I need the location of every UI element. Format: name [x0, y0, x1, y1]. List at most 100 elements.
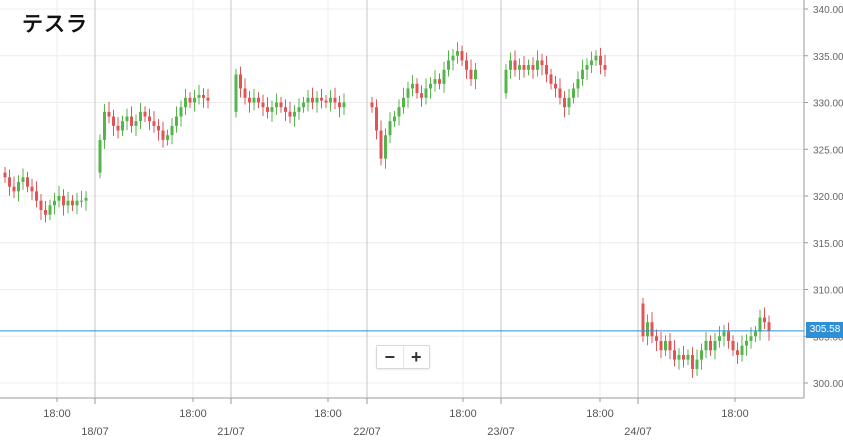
candle-body: [270, 107, 274, 112]
candle-body: [754, 331, 757, 337]
candle-body: [17, 181, 20, 192]
candle-body: [713, 340, 717, 351]
time-tick-label: 18:00: [586, 408, 614, 420]
candle-body: [736, 350, 739, 355]
candle-body: [460, 51, 464, 61]
candle-body: [540, 60, 544, 66]
candle-body: [549, 74, 553, 84]
candle-body: [673, 350, 676, 360]
candle-body: [686, 354, 690, 360]
candle-body: [112, 116, 115, 126]
time-tick-label: 18:00: [314, 408, 342, 420]
chart-title: テスラ: [22, 12, 88, 36]
candle-body: [202, 95, 205, 98]
zoom-out-button[interactable]: −: [384, 346, 395, 367]
candle-body: [402, 97, 405, 108]
candle-body: [35, 191, 38, 201]
candle-body: [424, 88, 428, 98]
candle-body: [44, 210, 47, 215]
candle-body: [375, 107, 378, 131]
candle-body: [84, 197, 88, 201]
candle-body: [103, 111, 106, 140]
candle-body: [152, 121, 156, 126]
candle-body: [655, 336, 658, 341]
candle-body: [456, 51, 459, 56]
time-tick-label: 18:00: [721, 408, 749, 420]
candle-body: [293, 111, 296, 117]
candle-body: [234, 74, 238, 112]
candle-body: [406, 88, 410, 98]
candle-body: [722, 331, 726, 337]
candle-body: [438, 79, 441, 84]
candle-body: [429, 83, 432, 89]
candle-body: [170, 125, 174, 136]
candle-body: [420, 93, 423, 98]
candle-body: [266, 107, 269, 112]
candle-body: [745, 340, 748, 346]
candle-body: [239, 74, 242, 89]
candle-body: [3, 172, 7, 178]
candle-body: [397, 107, 401, 117]
candle-body: [166, 135, 169, 140]
candle-body: [704, 340, 708, 351]
candle-body: [767, 322, 771, 331]
candle-body: [469, 69, 473, 80]
y-tick-label: 340.00: [813, 5, 843, 16]
candle-body: [143, 111, 147, 117]
candle-body: [504, 69, 508, 94]
date-tick-label: 18/07: [81, 426, 109, 438]
candle-body: [668, 340, 672, 351]
candle-body: [12, 186, 16, 192]
candle-body: [465, 60, 468, 70]
candle-body: [275, 102, 278, 108]
candle-body: [206, 97, 210, 101]
candle-body: [333, 97, 337, 103]
y-tick-label: 300.00: [813, 379, 843, 390]
candle-body: [531, 65, 535, 70]
candle-body: [700, 350, 703, 360]
candle-body: [148, 116, 151, 122]
candle-body: [329, 97, 332, 103]
candle-body: [62, 196, 65, 206]
candle-body: [107, 111, 111, 117]
candle-body: [48, 205, 52, 215]
candle-body: [646, 322, 649, 337]
date-tick-label: 22/07: [353, 426, 381, 438]
candle-body: [179, 107, 183, 117]
candle-body: [388, 121, 392, 136]
candle-body: [130, 116, 133, 126]
candle-body: [257, 97, 260, 103]
time-tick-label: 18:00: [43, 408, 71, 420]
candle-body: [8, 177, 11, 187]
y-tick-label: 325.00: [813, 145, 843, 156]
y-tick-label: 335.00: [813, 52, 843, 63]
candle-body: [451, 55, 455, 61]
candle-body: [324, 100, 328, 103]
candle-body: [691, 354, 694, 369]
candle-body: [558, 88, 562, 98]
candle-body: [442, 69, 446, 84]
candle-body: [30, 186, 34, 192]
candle-body: [21, 177, 25, 182]
candle-body: [695, 359, 699, 369]
candle-body: [26, 177, 29, 187]
candle-body: [572, 88, 575, 98]
y-tick-label: 315.00: [813, 239, 843, 250]
candle-body: [585, 65, 589, 70]
candle-body: [370, 102, 374, 108]
candle-body: [415, 83, 419, 94]
candle-body: [139, 111, 142, 122]
candle-body: [590, 60, 593, 66]
candle-body: [554, 83, 557, 89]
candle-body: [193, 97, 196, 103]
candle-body: [664, 340, 667, 351]
candle-body: [288, 111, 292, 117]
candle-body: [66, 200, 70, 206]
candle-body: [659, 340, 663, 351]
zoom-in-button[interactable]: +: [402, 346, 430, 368]
candle-body: [243, 88, 247, 98]
candle-body: [261, 102, 265, 108]
candle-body: [758, 317, 762, 332]
candle-body: [188, 97, 192, 103]
